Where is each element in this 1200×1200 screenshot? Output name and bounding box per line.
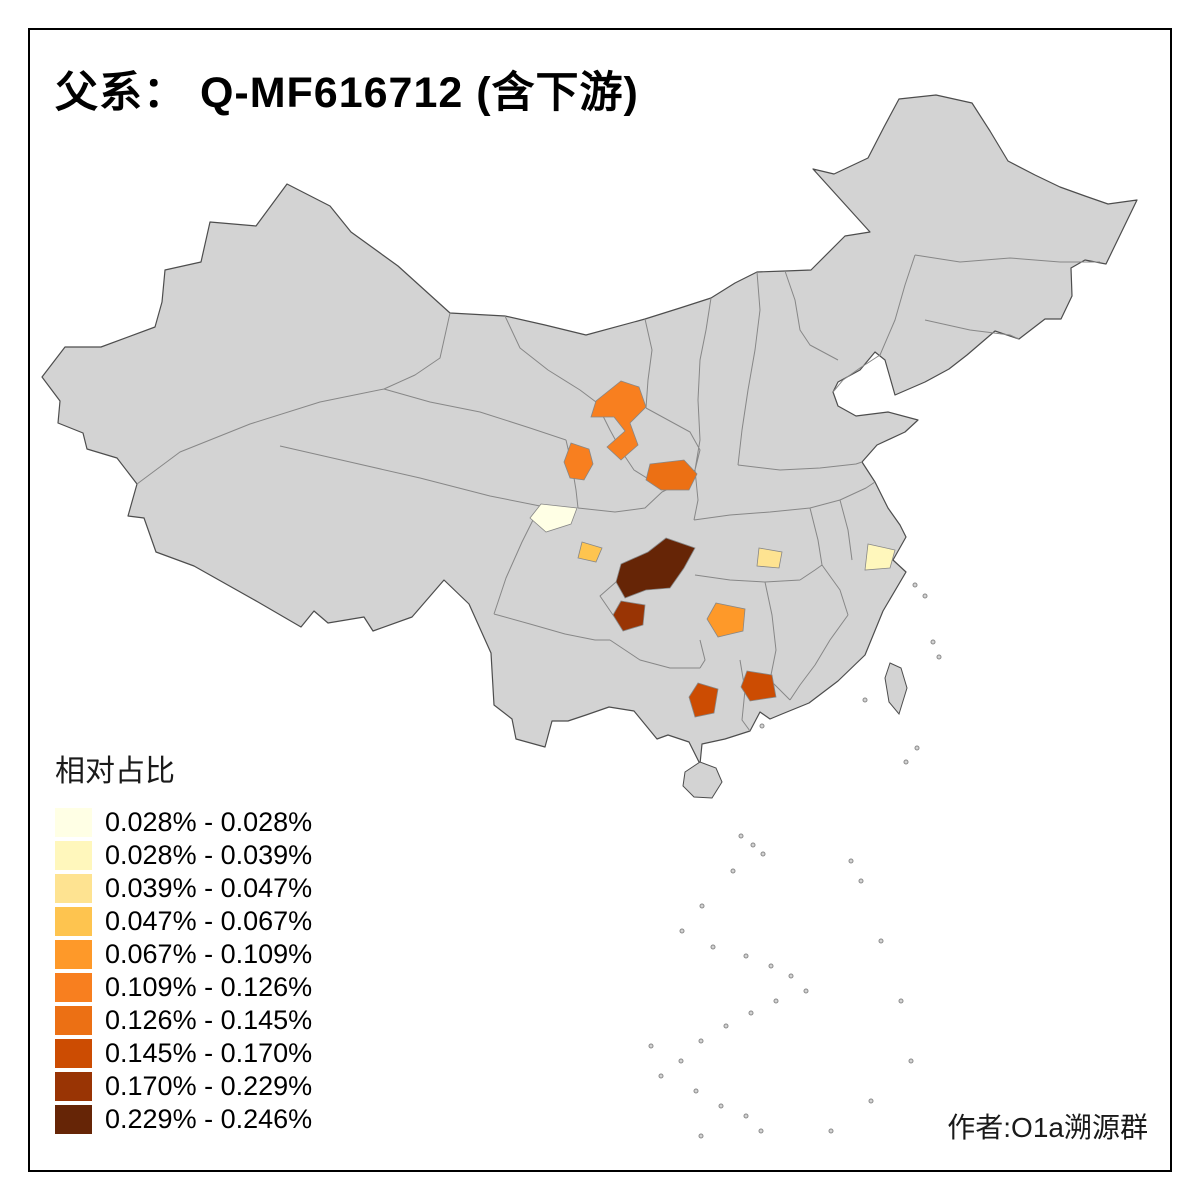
legend-item-label: 0.028% - 0.028%: [105, 807, 313, 837]
legend-color-swatch: [55, 1006, 92, 1035]
region-gansu-south: [563, 442, 594, 481]
legend-color-swatch: [55, 1105, 92, 1134]
legend-color-swatch: [55, 841, 92, 870]
legend-item-label: 0.170% - 0.229%: [105, 1071, 313, 1101]
china-mainland-outline: [41, 94, 1138, 765]
legend-color-swatch: [55, 940, 92, 969]
legend-color-swatch: [55, 874, 92, 903]
legend-item-2: 0.039% - 0.047%: [55, 872, 312, 905]
region-zhejiang-north: [864, 543, 896, 571]
legend-item-0: 0.028% - 0.028%: [55, 806, 312, 839]
region-guangxi-east: [688, 682, 719, 718]
region-hunan: [706, 602, 746, 638]
legend-items: 0.028% - 0.028% 0.028% - 0.039% 0.039% -…: [55, 806, 312, 1136]
legend-item-label: 0.039% - 0.047%: [105, 873, 313, 903]
legend-item-label: 0.028% - 0.039%: [105, 840, 313, 870]
taiwan-island: [884, 662, 908, 716]
hainan-island: [682, 761, 723, 799]
region-chongqing: [615, 537, 696, 599]
legend-item-1: 0.028% - 0.039%: [55, 839, 312, 872]
legend-item-3: 0.047% - 0.067%: [55, 905, 312, 938]
legend-item-label: 0.126% - 0.145%: [105, 1005, 313, 1035]
region-sichuan-central: [577, 541, 603, 563]
attribution: 作者:O1a溯源群: [947, 1112, 1148, 1143]
legend-item-label: 0.229% - 0.246%: [105, 1104, 313, 1134]
legend-color-swatch: [55, 1072, 92, 1101]
region-hubei: [756, 547, 783, 569]
highlighted-regions: [529, 380, 896, 718]
legend-item-5: 0.109% - 0.126%: [55, 971, 312, 1004]
legend-item-label: 0.109% - 0.126%: [105, 972, 313, 1002]
region-shaanxi-central: [645, 459, 698, 491]
legend-color-swatch: [55, 973, 92, 1002]
legend-item-label: 0.145% - 0.170%: [105, 1038, 313, 1068]
legend-color-swatch: [55, 808, 92, 837]
region-guizhou-north: [612, 600, 646, 632]
legend-title: 相对占比: [55, 755, 175, 788]
legend: 相对占比 0.028% - 0.028% 0.028% - 0.039% 0.0…: [55, 746, 312, 1136]
region-sichuan-north: [529, 503, 578, 533]
page-title: 父系： Q-MF616712 (含下游): [55, 69, 639, 117]
region-guangdong-north: [740, 670, 777, 702]
legend-item-6: 0.126% - 0.145%: [55, 1004, 312, 1037]
legend-item-label: 0.067% - 0.109%: [105, 939, 313, 969]
legend-item-4: 0.067% - 0.109%: [55, 938, 312, 971]
sea-islands: [648, 582, 942, 1139]
legend-item-label: 0.047% - 0.067%: [105, 906, 313, 936]
legend-item-9: 0.229% - 0.246%: [55, 1103, 312, 1136]
region-ningxia: [590, 380, 647, 461]
legend-item-8: 0.170% - 0.229%: [55, 1070, 312, 1103]
legend-color-swatch: [55, 1039, 92, 1068]
legend-item-7: 0.145% - 0.170%: [55, 1037, 312, 1070]
legend-color-swatch: [55, 907, 92, 936]
